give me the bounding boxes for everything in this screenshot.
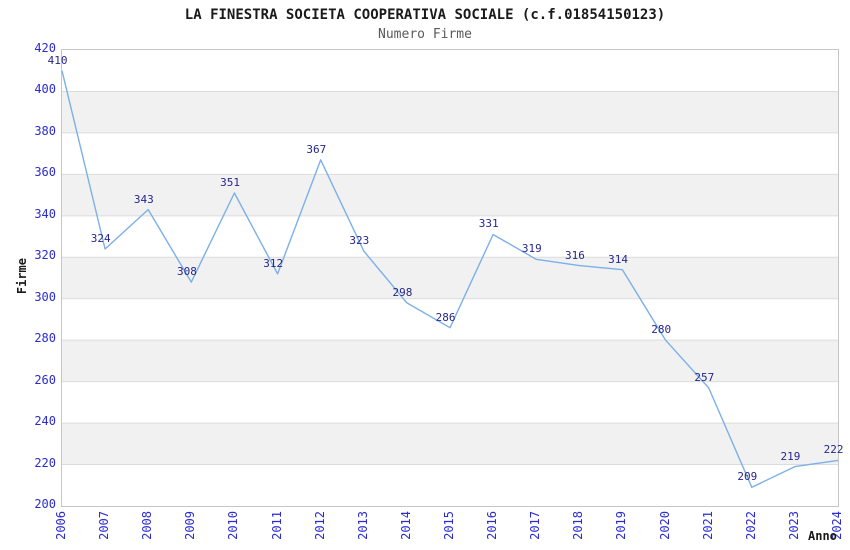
x-tick-label: 2009 <box>183 511 198 540</box>
x-tick-label: 2023 <box>786 511 801 540</box>
x-tick-label: 2007 <box>97 511 112 540</box>
y-tick-label: 340 <box>34 206 56 221</box>
plot-band <box>62 91 838 133</box>
plot-band <box>62 174 838 216</box>
y-tick-label: 200 <box>34 497 56 511</box>
chart-title: LA FINESTRA SOCIETA COOPERATIVA SOCIALE … <box>184 7 666 23</box>
data-point-label: 316 <box>564 248 585 262</box>
plot-band <box>62 257 838 299</box>
y-tick-label: 280 <box>34 331 56 346</box>
y-tick-label: 220 <box>34 455 56 470</box>
data-point-label: 209 <box>737 470 758 484</box>
y-tick-label: 300 <box>34 289 56 304</box>
y-tick-label: 320 <box>34 248 56 263</box>
data-point-label: 343 <box>133 192 154 206</box>
x-tick-label: 2014 <box>398 511 413 540</box>
data-point-label: 257 <box>694 370 715 384</box>
x-tick-label: 2011 <box>269 511 284 540</box>
data-point-label: 312 <box>263 256 284 270</box>
x-tick-label: 2012 <box>312 511 327 540</box>
plot-band <box>62 423 838 465</box>
data-point-label: 219 <box>780 449 801 463</box>
y-tick-label: 380 <box>34 123 56 138</box>
x-tick-label: 2017 <box>528 511 543 540</box>
data-point-label: 331 <box>478 217 499 231</box>
data-point-label: 351 <box>220 176 240 190</box>
y-axis-title: Firme <box>15 258 29 295</box>
x-tick-label: 2006 <box>54 511 68 540</box>
plot-band <box>62 340 838 382</box>
data-point-label: 367 <box>306 142 327 156</box>
data-point-label: 319 <box>521 242 542 256</box>
data-point-label: 410 <box>47 53 68 67</box>
data-point-label: 323 <box>349 234 370 248</box>
x-tick-label: 2013 <box>355 511 370 540</box>
x-tick-label: 2019 <box>614 511 629 540</box>
y-tick-label: 360 <box>34 165 56 180</box>
data-point-label: 308 <box>176 265 197 279</box>
data-point-label: 324 <box>90 231 111 245</box>
x-tick-label: 2021 <box>700 511 715 540</box>
y-tick-label: 240 <box>34 414 56 429</box>
data-point-label: 286 <box>435 310 456 324</box>
data-point-label: 280 <box>651 323 672 337</box>
y-tick-label: 260 <box>34 372 56 387</box>
data-point-label: 314 <box>608 252 628 266</box>
x-tick-label: 2008 <box>140 511 155 540</box>
series-line <box>61 70 839 488</box>
data-point-label: 222 <box>823 443 844 457</box>
x-tick-label: 2022 <box>743 511 758 540</box>
x-axis-title: Anno <box>808 529 837 543</box>
x-tick-label: 2018 <box>571 511 586 540</box>
plot-area <box>61 49 839 507</box>
y-tick-label: 400 <box>34 82 56 97</box>
x-tick-label: 2020 <box>657 511 672 540</box>
chart-subtitle: Numero Firme <box>378 27 472 42</box>
x-tick-label: 2015 <box>442 511 456 540</box>
x-tick-label: 2016 <box>485 511 500 540</box>
line-series-svg <box>61 70 839 488</box>
data-point-label: 298 <box>392 285 413 299</box>
x-tick-label: 2010 <box>226 511 241 540</box>
y-tick-label: 420 <box>34 41 56 55</box>
